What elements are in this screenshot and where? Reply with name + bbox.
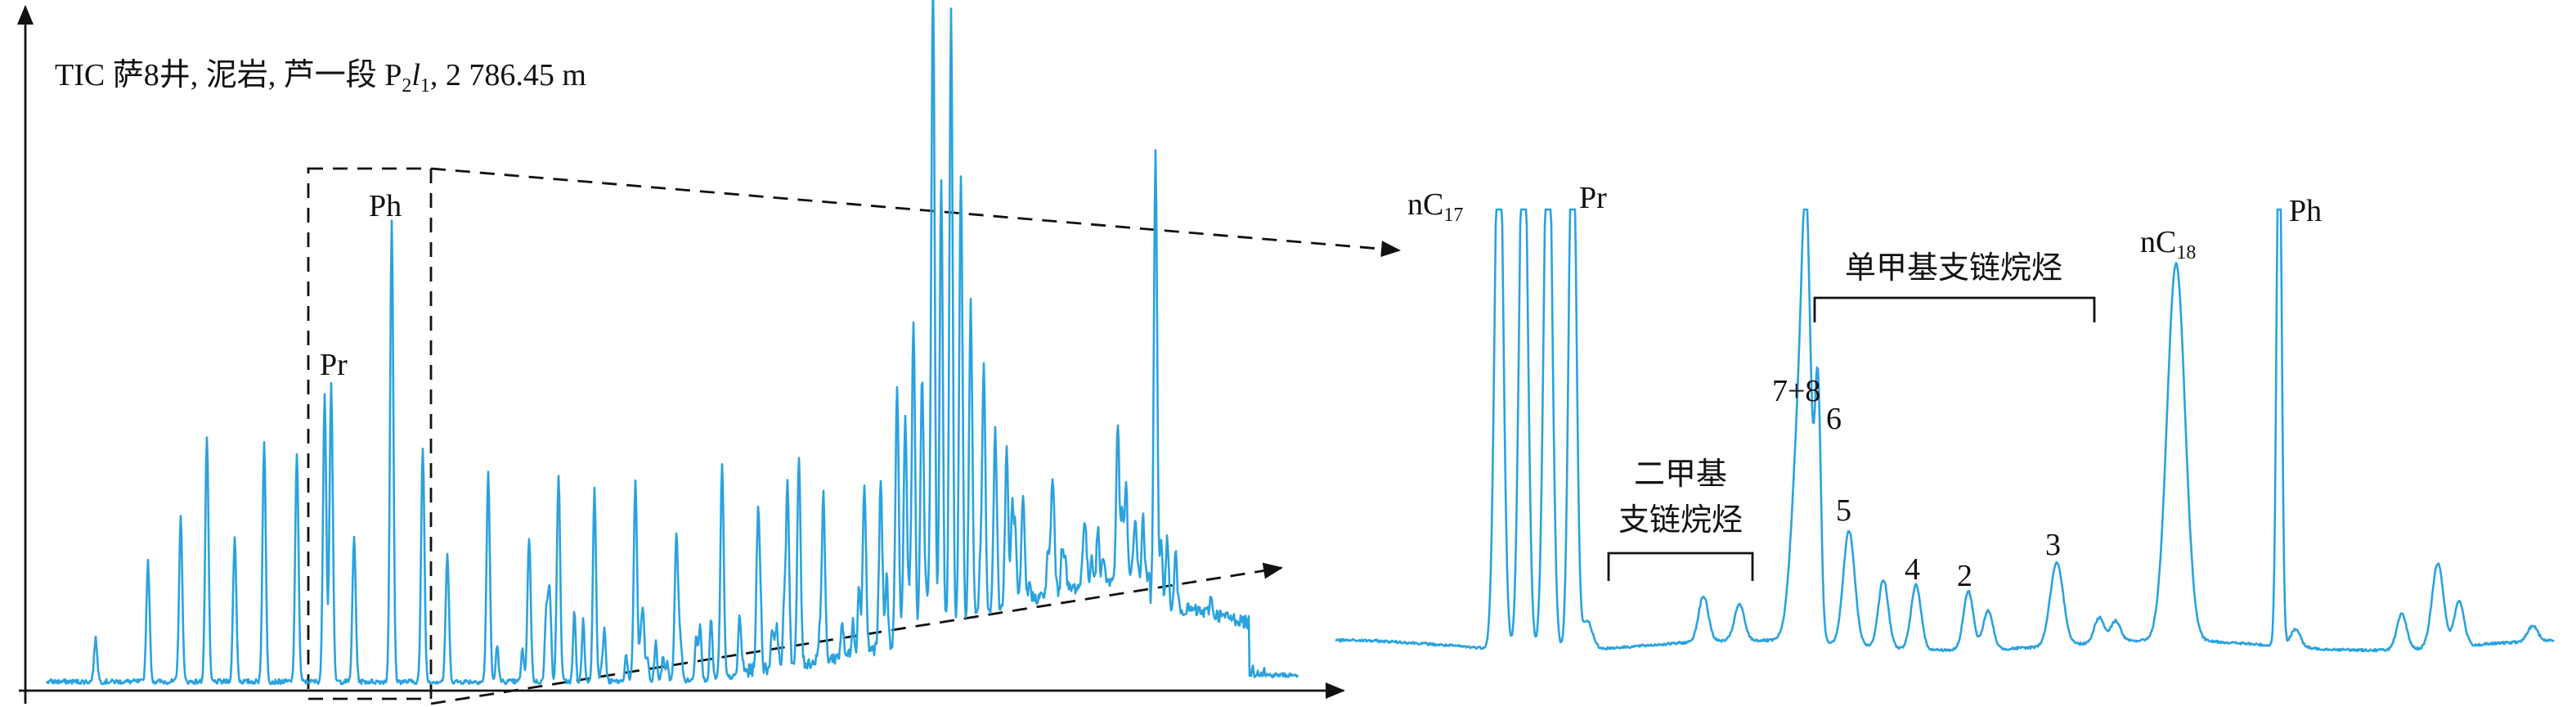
peak-label: 2 bbox=[1957, 559, 1972, 593]
peak-label: Pr bbox=[1579, 181, 1607, 215]
peak-label: Pr bbox=[320, 348, 348, 382]
peak-label: 7+8 bbox=[1772, 374, 1820, 408]
peak-label: nC18 bbox=[2140, 225, 2196, 263]
subscript: 2 bbox=[402, 75, 411, 97]
peak-label: 4 bbox=[1905, 552, 1920, 587]
group-label: 单甲基支链烷烃 bbox=[1845, 251, 2062, 286]
title: TIC 萨8井, 泥岩, 芦一段 P2l1, 2 786.45 m bbox=[55, 58, 586, 97]
peak-label: 3 bbox=[2045, 528, 2061, 562]
zoom-box bbox=[307, 167, 433, 700]
label-text: nC bbox=[1407, 187, 1443, 222]
subscript: 1 bbox=[420, 75, 430, 97]
zoom-arrow bbox=[430, 167, 1401, 258]
peak-label: nC17 bbox=[1407, 187, 1463, 226]
bracket bbox=[1607, 552, 1754, 581]
title-text: , 2 786.45 m bbox=[430, 58, 586, 92]
peak-label: Ph bbox=[2289, 194, 2322, 228]
title-text: TIC 萨8井, 泥岩, 芦一段 bbox=[55, 58, 384, 92]
overview-trace bbox=[45, 0, 1299, 686]
bracket bbox=[1813, 296, 2096, 322]
peak-label: Ph bbox=[369, 189, 402, 223]
peak-label: 6 bbox=[1826, 402, 1842, 436]
title-text: P bbox=[384, 58, 402, 92]
title-text: l bbox=[411, 58, 420, 92]
label-text: nC bbox=[2140, 225, 2176, 259]
group-label: 二甲基 bbox=[1634, 457, 1727, 492]
subscript: 17 bbox=[1443, 205, 1463, 226]
group-label: 支链烷烃 bbox=[1618, 503, 1743, 538]
detail-trace bbox=[1335, 208, 2555, 653]
subscript: 18 bbox=[2176, 242, 2196, 263]
peak-label: 5 bbox=[1836, 493, 1851, 528]
